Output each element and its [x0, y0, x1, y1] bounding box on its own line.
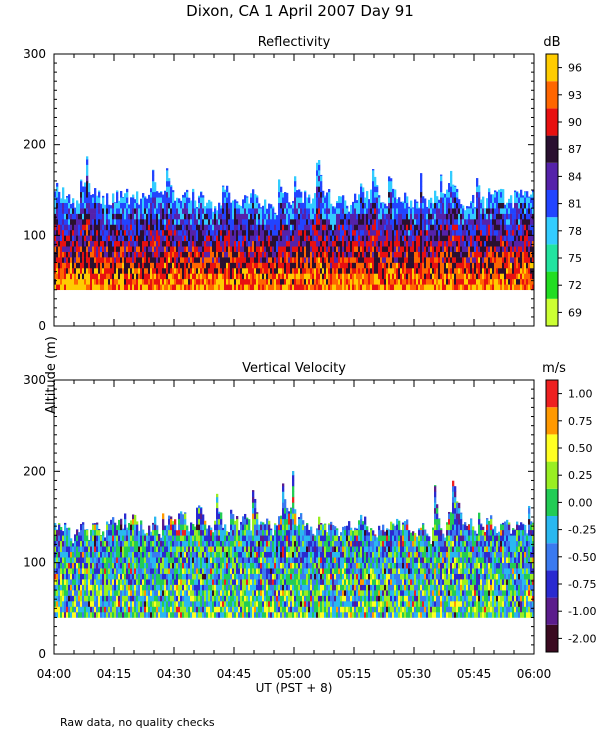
x-tick-label: 05:00	[277, 667, 312, 681]
colorbar-tick-label: 0.75	[568, 415, 593, 428]
colorbar-swatch	[546, 190, 558, 218]
colorbar-tick-label: 69	[568, 306, 582, 319]
reflectivity-colorbar: 69 72 75 78 81 84 87 90 93 96	[545, 53, 582, 327]
x-tick-label: 04:15	[97, 667, 132, 681]
y-tick-label: 200	[23, 138, 46, 152]
reflectivity-unit: dB	[543, 35, 560, 50]
colorbar-tick-label: -0.25	[568, 524, 596, 537]
colorbar-swatch	[546, 54, 558, 82]
colorbar-tick-label: 1.00	[568, 388, 593, 401]
colorbar-tick-label: -0.75	[568, 578, 596, 591]
colorbar-tick-label: -2.00	[568, 632, 596, 645]
y-axis-label: Altitude (m)	[44, 336, 59, 414]
colorbar-swatch	[546, 108, 558, 136]
reflectivity-x-axis	[53, 54, 535, 326]
colorbar-swatch	[546, 380, 558, 408]
reflectivity-heatmap	[54, 156, 535, 291]
reflectivity-y-axis: 0 100 200 300	[23, 47, 534, 333]
colorbar-swatch	[546, 217, 558, 245]
y-tick-label: 300	[23, 47, 46, 61]
y-tick-label: 100	[23, 228, 46, 242]
colorbar-tick-label: 81	[568, 198, 582, 211]
x-tick-label: 05:15	[337, 667, 372, 681]
colorbar-swatch	[546, 244, 558, 272]
reflectivity-title: Reflectivity	[258, 35, 331, 50]
colorbar-tick-label: 78	[568, 225, 582, 238]
footnote: Raw data, no quality checks	[60, 716, 215, 729]
colorbar-tick-label: 0.00	[568, 496, 593, 509]
colorbar-tick-label: 87	[568, 143, 582, 156]
colorbar-tick-label: -1.00	[568, 605, 596, 618]
colorbar-tick-label: 72	[568, 279, 582, 292]
colorbar-tick-label: 75	[568, 252, 582, 265]
colorbar-swatch	[546, 135, 558, 163]
colorbar-swatch	[546, 624, 558, 652]
velocity-colorbar: -2.00 -1.00 -0.75 -0.50 -0.25 0.00 0.25 0.50 0.7…	[545, 379, 596, 653]
colorbar-tick-label: 90	[568, 116, 582, 129]
y-tick-label: 200	[23, 464, 46, 478]
colorbar-swatch	[546, 434, 558, 462]
colorbar-swatch	[546, 162, 558, 190]
velocity-unit: m/s	[542, 361, 566, 376]
x-tick-label: 06:00	[517, 667, 552, 681]
velocity-title: Vertical Velocity	[242, 361, 346, 376]
x-tick-label: 05:45	[457, 667, 492, 681]
colorbar-tick-label: -0.50	[568, 551, 596, 564]
page-title: Dixon, CA 1 April 2007 Day 91	[186, 2, 414, 20]
colorbar-swatch	[546, 81, 558, 109]
velocity-x-axis: 04:00 04:15 04:30 04:45 05:00 05:15 05:30 05:45…	[37, 380, 552, 681]
colorbar-tick-label: 0.50	[568, 442, 593, 455]
x-axis-label: UT (PST + 8)	[256, 681, 333, 695]
colorbar-swatch	[546, 488, 558, 516]
velocity-y-axis: 0 100 200 300	[23, 373, 534, 661]
x-tick-label: 04:45	[217, 667, 252, 681]
y-tick-label: 0	[38, 647, 46, 661]
colorbar-swatch	[546, 543, 558, 571]
y-tick-label: 0	[38, 319, 46, 333]
velocity-heatmap	[54, 471, 535, 618]
colorbar-swatch	[546, 271, 558, 299]
colorbar-swatch	[546, 516, 558, 544]
colorbar-swatch	[546, 597, 558, 625]
colorbar-tick-label: 93	[568, 89, 582, 102]
y-tick-label: 100	[23, 556, 46, 570]
colorbar-tick-label: 96	[568, 62, 582, 75]
y-tick-label: 300	[23, 373, 46, 387]
colorbar-swatch	[546, 461, 558, 489]
x-tick-label: 04:30	[157, 667, 192, 681]
colorbar-swatch	[546, 407, 558, 435]
reflectivity-panel: Reflectivity dB 0 100 200 300 69 72 75 78 81 84 8…	[23, 35, 582, 333]
x-tick-label: 05:30	[397, 667, 432, 681]
colorbar-swatch	[546, 570, 558, 598]
x-tick-label: 04:00	[37, 667, 72, 681]
colorbar-tick-label: 84	[568, 170, 582, 183]
colorbar-swatch	[546, 298, 558, 326]
colorbar-tick-label: 0.25	[568, 469, 593, 482]
